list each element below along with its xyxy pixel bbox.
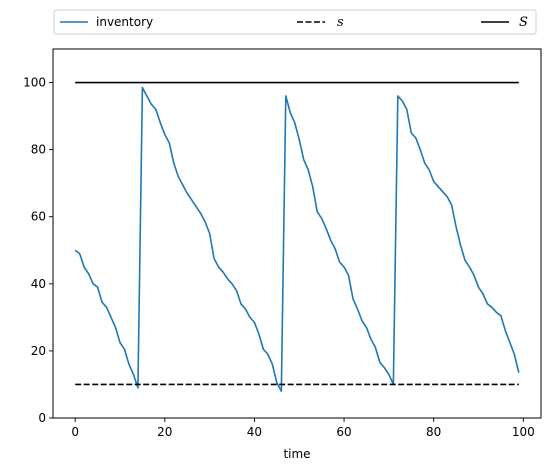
y-tick-label: 80 (31, 143, 46, 157)
plot-area: 0 20 40 60 80 100 0 20 40 60 80 100 time (23, 48, 542, 461)
legend-items: inventory s S (60, 15, 528, 30)
y-tick-label: 100 (23, 76, 46, 90)
x-tick-label: 0 (71, 425, 79, 439)
x-tick-label: 80 (426, 425, 441, 439)
series-layer (74, 81, 520, 392)
y-tick-label: 60 (31, 210, 46, 224)
legend-label-inventory: inventory (96, 15, 153, 29)
x-tick-label: 40 (247, 425, 262, 439)
legend-box (53, 9, 537, 35)
x-tick-label: 20 (157, 425, 172, 439)
plot-background (53, 49, 541, 418)
legend-label-s-lower: s (337, 15, 344, 30)
y-tick-label: 0 (38, 411, 46, 425)
x-tick-label: 60 (336, 425, 351, 439)
legend: inventory s S (53, 9, 537, 35)
y-axis: 0 20 40 60 80 100 (23, 76, 53, 425)
legend-label-S-upper: S (519, 15, 528, 30)
y-tick-label: 40 (31, 277, 46, 291)
series-line-inventory (74, 86, 520, 392)
axes-frame (52, 48, 542, 419)
x-tick-label: 100 (512, 425, 535, 439)
x-axis-label: time (283, 447, 310, 461)
y-tick-label: 20 (31, 344, 46, 358)
x-axis: 0 20 40 60 80 100 (71, 418, 535, 439)
